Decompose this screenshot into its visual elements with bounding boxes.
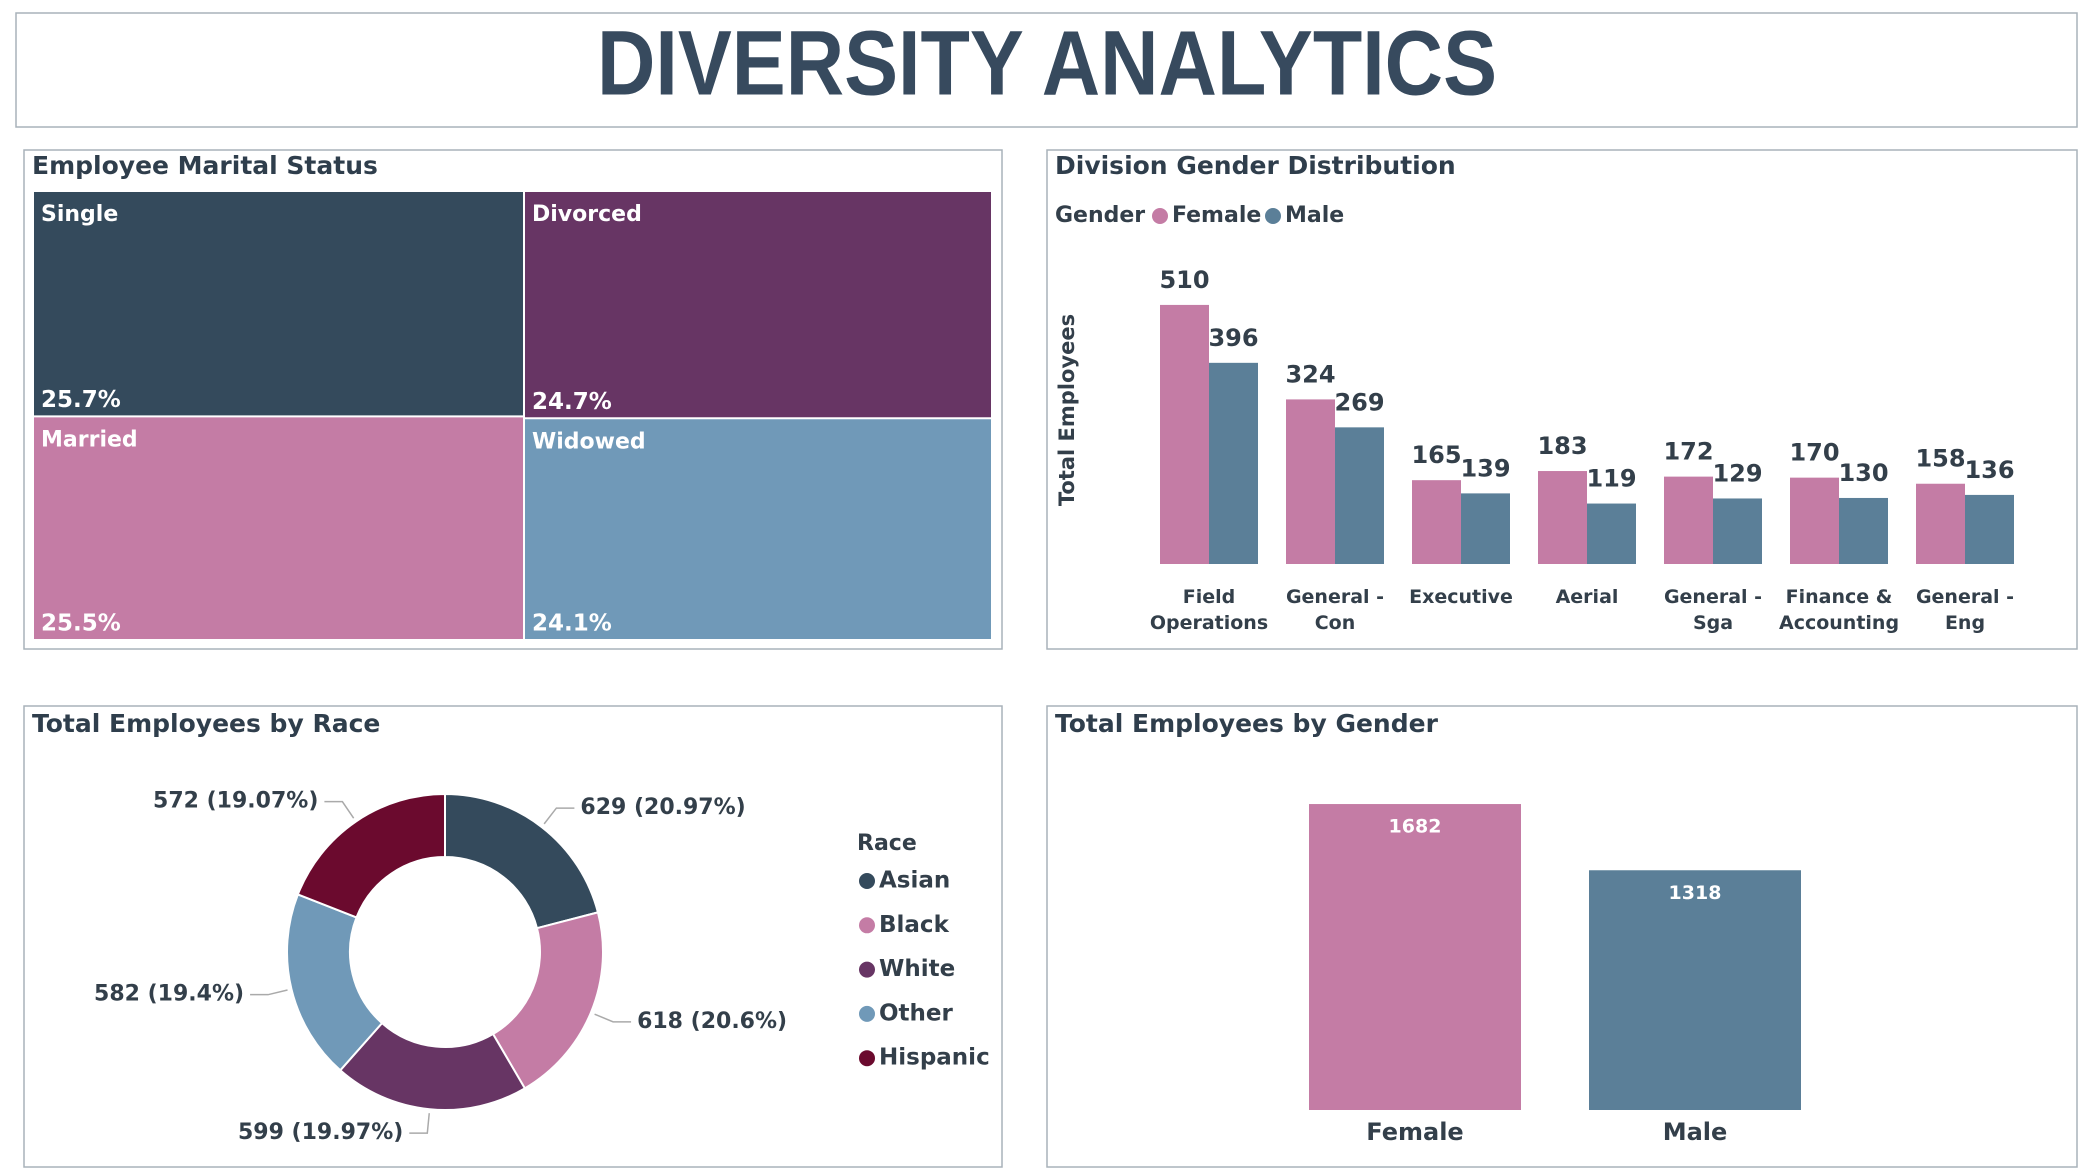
x-tick-label: Aerial <box>1555 586 1619 608</box>
legend-label: Female <box>1172 203 1261 228</box>
x-tick-label: Female <box>1366 1118 1463 1146</box>
bar <box>1286 399 1335 564</box>
bar <box>1461 493 1510 564</box>
leader-line <box>409 1113 430 1134</box>
tile-label: Divorced <box>532 202 642 227</box>
bar <box>1790 477 1839 564</box>
leader-line <box>250 989 288 996</box>
value-label: 324 <box>1285 360 1335 388</box>
tile-value: 24.7% <box>532 389 612 415</box>
legend-title: Race <box>857 831 917 856</box>
legend-label: Male <box>1285 203 1344 228</box>
leader-line <box>594 1013 632 1023</box>
value-label: 1318 <box>1669 882 1722 904</box>
bar <box>1664 476 1713 564</box>
tile-value: 25.7% <box>41 387 121 413</box>
legend-dot <box>859 961 875 978</box>
legend-title: Gender <box>1055 203 1145 228</box>
value-label: 170 <box>1789 439 1839 467</box>
legend-label: Other <box>879 1000 954 1026</box>
value-label: 582 (19.4%) <box>94 982 244 1007</box>
panel-title: Total Employees by Gender <box>1055 709 1439 738</box>
donut-slice <box>296 792 446 919</box>
legend-dot <box>859 1050 875 1067</box>
x-tick-label: Executive <box>1409 586 1513 608</box>
value-label: 139 <box>1460 454 1510 482</box>
value-label: 165 <box>1411 441 1461 469</box>
leader-line <box>543 807 575 825</box>
legend-dot <box>1265 208 1281 224</box>
bar <box>1587 503 1636 564</box>
tile-value: 25.5% <box>41 611 121 637</box>
tile-label: Single <box>41 202 118 227</box>
treemap-tile <box>34 417 524 639</box>
legend-dot <box>859 1005 875 1022</box>
legend-dot <box>859 917 875 934</box>
x-tick-label: Finance & Accounting <box>1779 586 1900 634</box>
panel-title: Total Employees by Race <box>32 709 380 738</box>
bar <box>1335 427 1384 564</box>
panel <box>23 705 1003 1168</box>
value-label: 618 (20.6%) <box>637 1009 787 1034</box>
x-tick-label: Field Operations <box>1149 586 1269 634</box>
legend-dot <box>1152 208 1168 224</box>
value-label: 269 <box>1334 388 1384 416</box>
bar <box>1160 304 1209 564</box>
value-label: 129 <box>1712 459 1762 487</box>
value-label: 119 <box>1586 465 1636 493</box>
value-label: 158 <box>1915 445 1965 473</box>
panel <box>1046 705 2078 1168</box>
legend-label: Asian <box>879 868 950 894</box>
y-axis-label: Total Employees <box>1055 314 1079 506</box>
tile-label: Widowed <box>532 429 646 454</box>
panel-title: Division Gender Distribution <box>1055 151 1456 180</box>
tile-label: Married <box>41 427 138 452</box>
x-tick-label: Male <box>1663 1118 1728 1146</box>
treemap-tile <box>34 192 524 416</box>
x-tick-label: General - Con <box>1285 586 1385 634</box>
legend-label: Hispanic <box>879 1045 990 1071</box>
legend-label: White <box>879 956 955 982</box>
value-label: 599 (19.97%) <box>238 1120 403 1145</box>
bar <box>1965 494 2014 564</box>
tile-value: 24.1% <box>532 611 612 637</box>
bar <box>1589 870 1801 1110</box>
treemap-tile <box>525 419 991 639</box>
bar <box>1538 471 1587 564</box>
x-tick-label: General - Eng <box>1915 586 2015 634</box>
legend-dot <box>859 873 875 889</box>
value-label: 172 <box>1663 438 1713 466</box>
value-label: 629 (20.97%) <box>580 795 745 820</box>
value-label: 130 <box>1838 459 1888 487</box>
value-label: 1682 <box>1389 816 1442 838</box>
panel-title: Employee Marital Status <box>32 151 378 180</box>
value-label: 136 <box>1964 456 2014 484</box>
bar <box>1309 804 1521 1110</box>
leader-line <box>324 800 355 819</box>
bar <box>1916 483 1965 564</box>
value-label: 183 <box>1537 432 1587 460</box>
title-box <box>15 12 2078 128</box>
bar <box>1209 362 1258 564</box>
x-tick-label: General - Sga <box>1663 586 1763 634</box>
bar <box>1412 480 1461 564</box>
bar <box>1839 497 1888 564</box>
bar <box>1713 498 1762 564</box>
legend-label: Black <box>879 912 950 938</box>
value-label: 572 (19.07%) <box>153 789 318 814</box>
page-title: DIVERSITY ANALYTICS <box>597 12 1497 114</box>
value-label: 510 <box>1159 266 1209 294</box>
value-label: 396 <box>1208 324 1258 352</box>
treemap-tile <box>525 192 991 418</box>
